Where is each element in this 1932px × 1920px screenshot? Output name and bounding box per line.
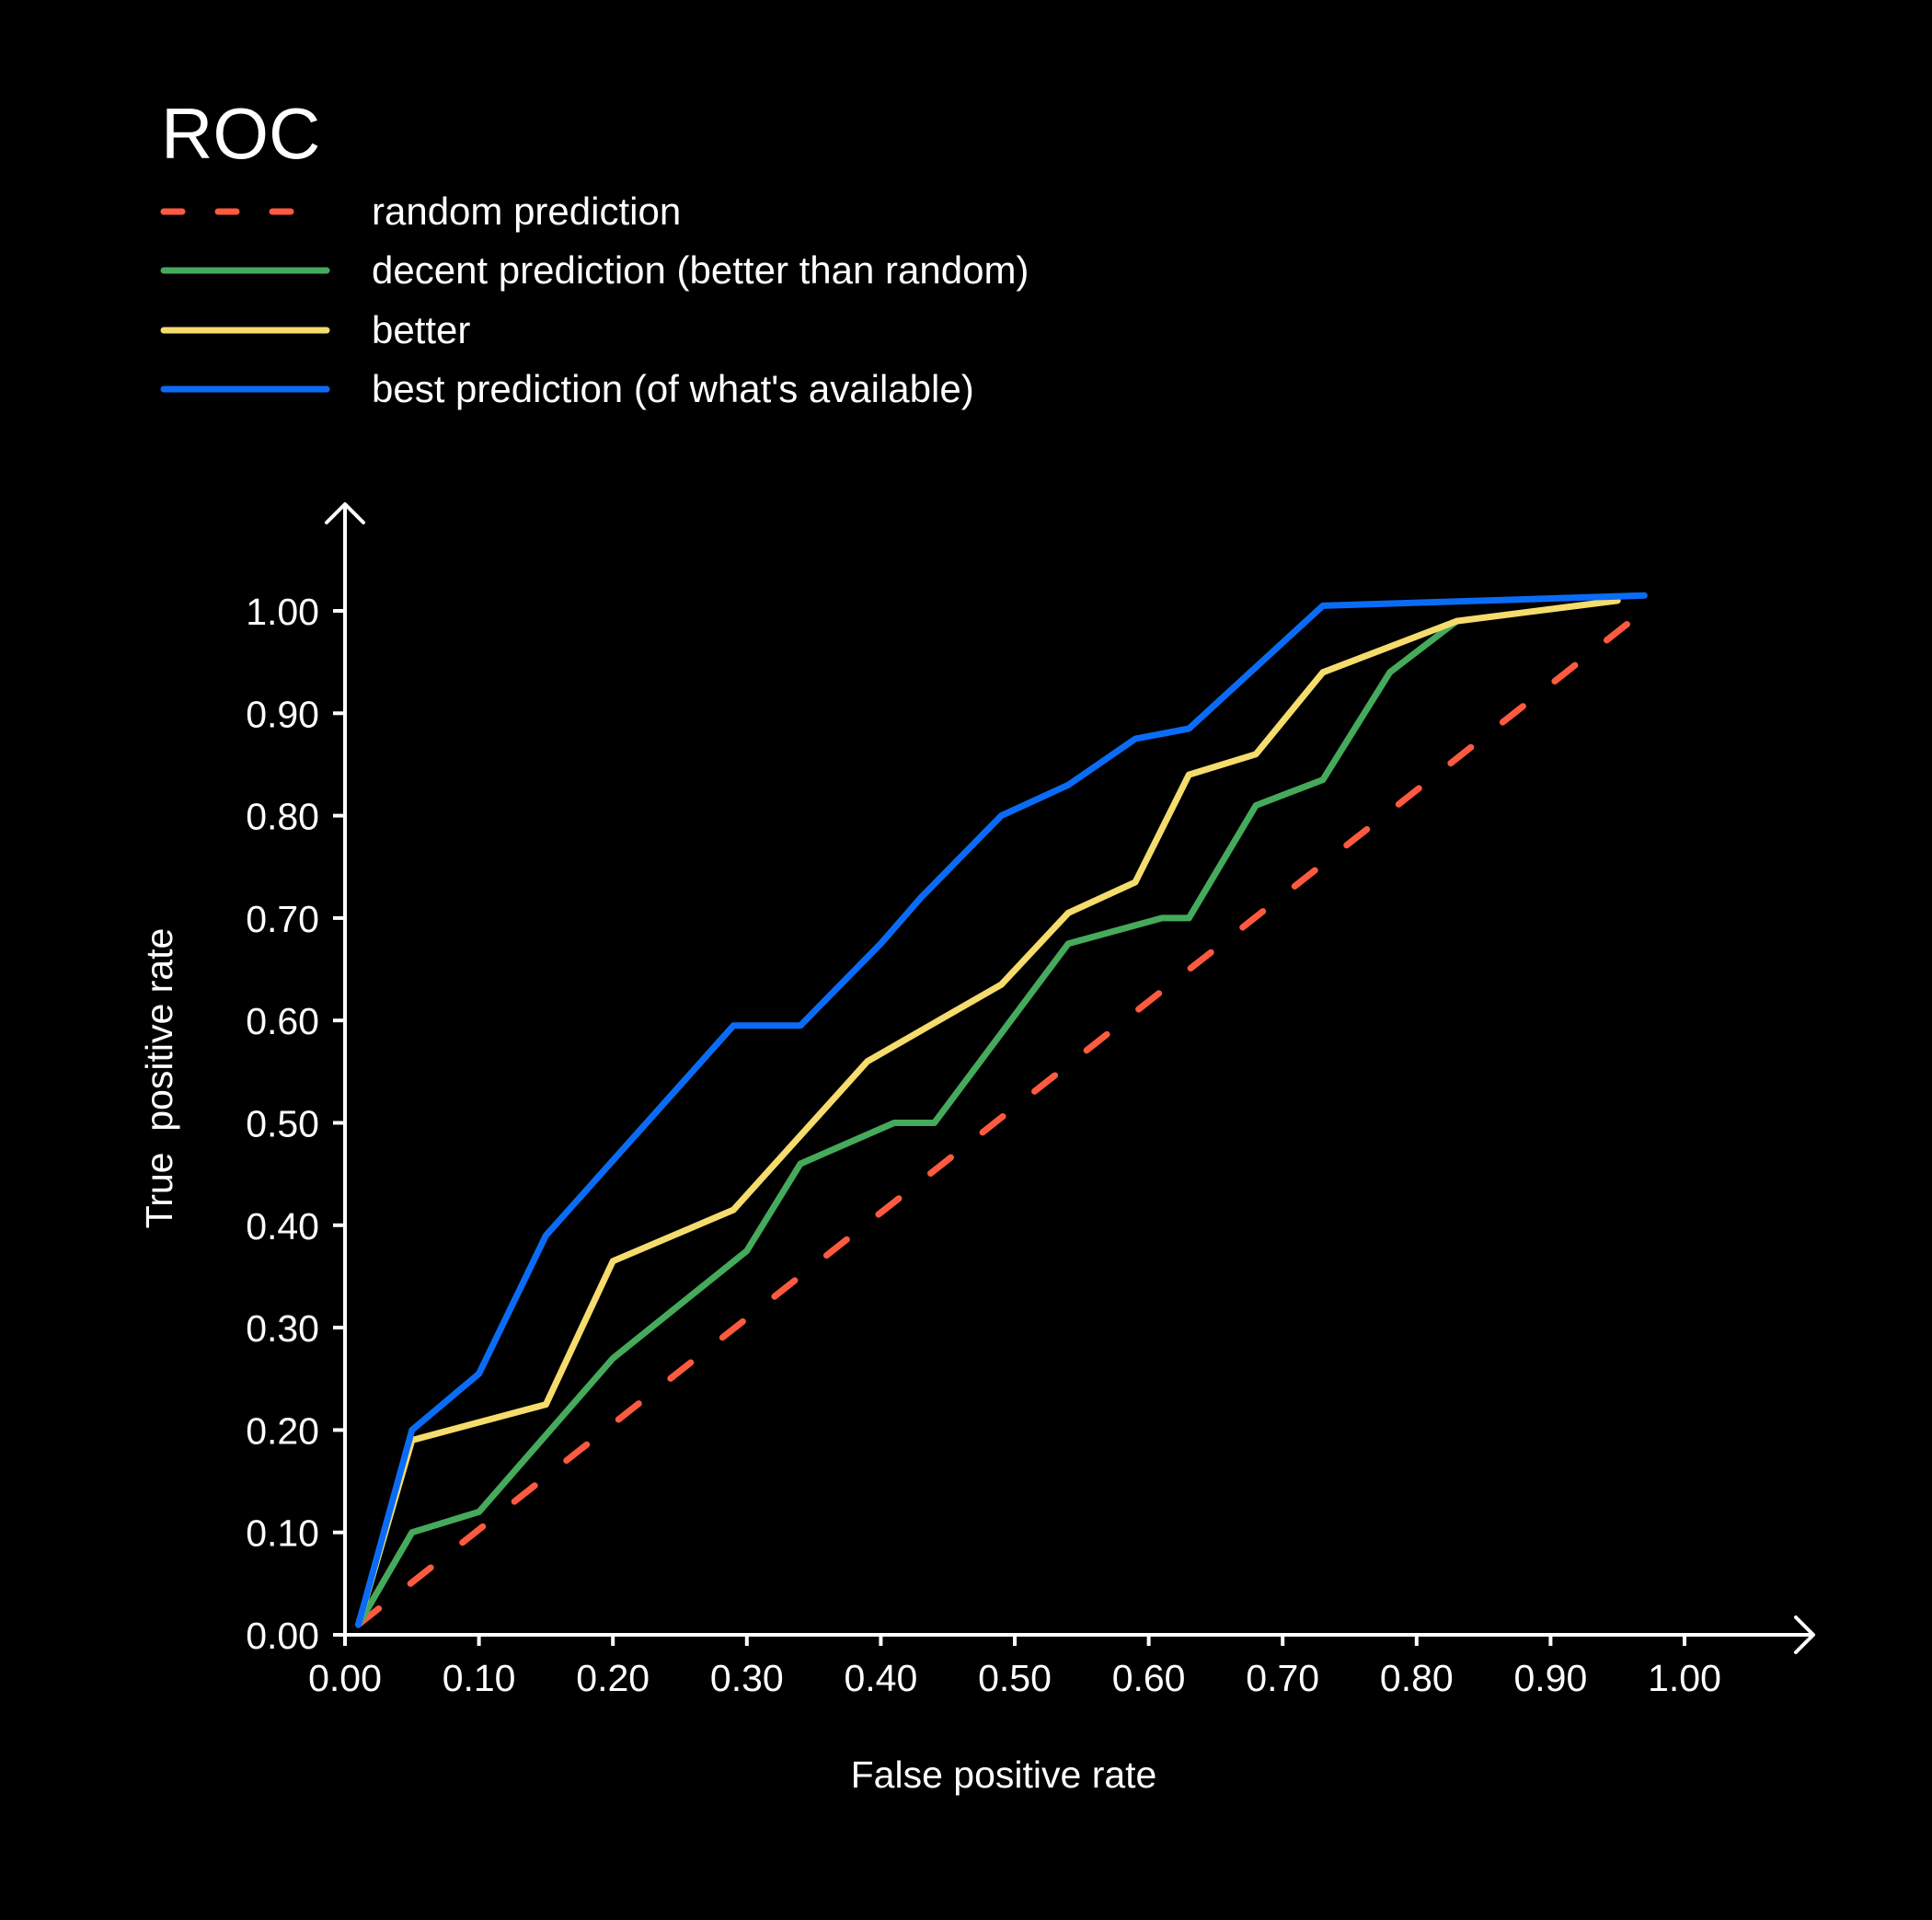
y-tick-label: 0.50 bbox=[246, 1103, 319, 1145]
series-line-1 bbox=[355, 617, 1460, 1628]
series-line-2 bbox=[355, 597, 1621, 1628]
y-tick-label: 0.20 bbox=[246, 1409, 319, 1452]
x-tick-label: 0.50 bbox=[978, 1657, 1052, 1699]
y-tick-label: 0.40 bbox=[246, 1205, 319, 1247]
legend-label-1: decent prediction (better than random) bbox=[372, 248, 1029, 292]
series-line-3 bbox=[355, 592, 1648, 1628]
y-tick-label: 0.00 bbox=[246, 1615, 319, 1657]
y-tick-label: 0.80 bbox=[246, 796, 319, 838]
x-ticks: 0.00 0.10 0.20 0.30 0.40 0.50 0.60 0.70 0.80 0.90… bbox=[308, 1635, 1721, 1699]
y-ticks: 0.00 0.10 0.20 0.30 0.40 0.50 0.60 0.70 0.80 0.90… bbox=[246, 591, 345, 1657]
x-tick-label: 0.80 bbox=[1380, 1657, 1454, 1699]
chart-title: ROC bbox=[161, 93, 320, 174]
x-tick-label: 0.70 bbox=[1246, 1657, 1319, 1699]
legend-label-0: random prediction bbox=[372, 190, 681, 233]
axes bbox=[325, 502, 1815, 1654]
x-tick-label: 0.60 bbox=[1112, 1657, 1186, 1699]
y-tick-label: 0.70 bbox=[246, 898, 319, 940]
x-tick-label: 0.00 bbox=[308, 1657, 382, 1699]
series-line-0 bbox=[355, 617, 1635, 1628]
x-tick-label: 0.90 bbox=[1513, 1657, 1587, 1699]
y-tick-label: 0.90 bbox=[246, 693, 319, 735]
y-tick-label: 1.00 bbox=[246, 591, 319, 633]
x-tick-label: 0.40 bbox=[844, 1657, 917, 1699]
x-axis-arrow-icon bbox=[1794, 1615, 1815, 1654]
x-tick-label: 0.30 bbox=[710, 1657, 784, 1699]
series-lines bbox=[355, 592, 1648, 1628]
y-axis-label: True positive rate bbox=[138, 928, 180, 1229]
x-tick-label: 1.00 bbox=[1648, 1657, 1721, 1699]
legend-label-3: best prediction (of what's available) bbox=[372, 367, 974, 410]
y-tick-label: 0.10 bbox=[246, 1512, 319, 1555]
legend-label-2: better bbox=[372, 308, 470, 351]
x-tick-label: 0.10 bbox=[443, 1657, 516, 1699]
y-tick-label: 0.30 bbox=[246, 1307, 319, 1350]
y-axis-arrow-icon bbox=[325, 502, 365, 524]
x-axis-label: False positive rate bbox=[851, 1753, 1157, 1796]
y-tick-label: 0.60 bbox=[246, 1000, 319, 1042]
x-tick-label: 0.20 bbox=[576, 1657, 650, 1699]
legend: random prediction decent prediction (bett… bbox=[160, 190, 1029, 410]
